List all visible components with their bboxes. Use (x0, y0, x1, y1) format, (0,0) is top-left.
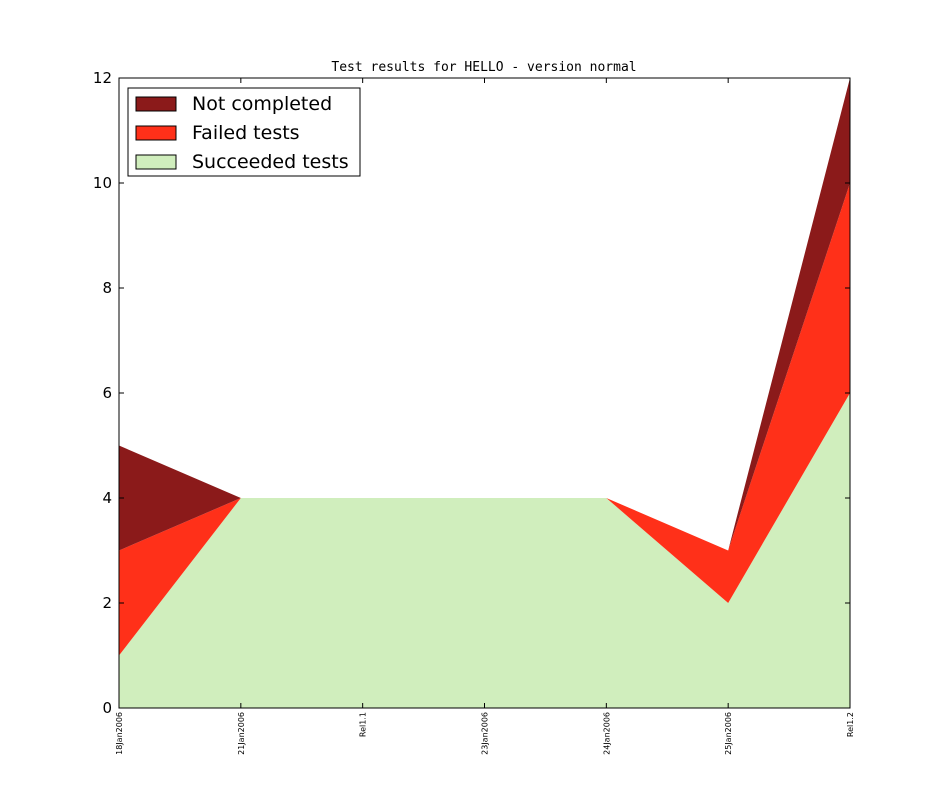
x-tick-label: Rel1.2 (846, 712, 855, 737)
y-tick-label: 0 (102, 699, 112, 717)
legend-swatch-failed-tests (135, 125, 177, 141)
legend-label-succeeded-tests: Succeeded tests (192, 151, 349, 173)
area-not-completed (119, 78, 850, 551)
x-tick-label: 21Jan2006 (237, 712, 246, 755)
y-tick-label: 8 (102, 279, 112, 297)
chart-title: Test results for HELLO - version normal (331, 60, 636, 75)
y-tick-label: 10 (93, 174, 112, 192)
x-axis: 18Jan2006 21Jan2006 Rel1.1 23Jan2006 24Jan20… (115, 78, 855, 755)
x-tick-label: 25Jan2006 (724, 712, 733, 755)
y-axis: 0 2 4 6 8 10 12 (93, 69, 850, 717)
area-failed-tests (119, 183, 850, 656)
x-tick-label: 18Jan2006 (115, 712, 124, 755)
legend-swatch-not-completed (135, 96, 177, 112)
y-tick-label: 2 (102, 594, 112, 612)
legend-label-not-completed: Not completed (192, 93, 332, 115)
y-tick-label: 4 (102, 489, 112, 507)
y-tick-label: 12 (93, 69, 112, 87)
legend-label-failed-tests: Failed tests (192, 122, 300, 144)
legend-swatch-succeeded-tests (135, 154, 177, 170)
x-tick-label: Rel1.1 (359, 712, 368, 737)
x-tick-label: 24Jan2006 (602, 712, 611, 755)
area-layers (119, 78, 850, 708)
y-tick-label: 6 (102, 384, 112, 402)
x-tick-label: 23Jan2006 (481, 712, 490, 755)
area-succeeded-tests (119, 393, 850, 708)
legend: Not completed Failed tests Succeeded tests (127, 87, 361, 177)
